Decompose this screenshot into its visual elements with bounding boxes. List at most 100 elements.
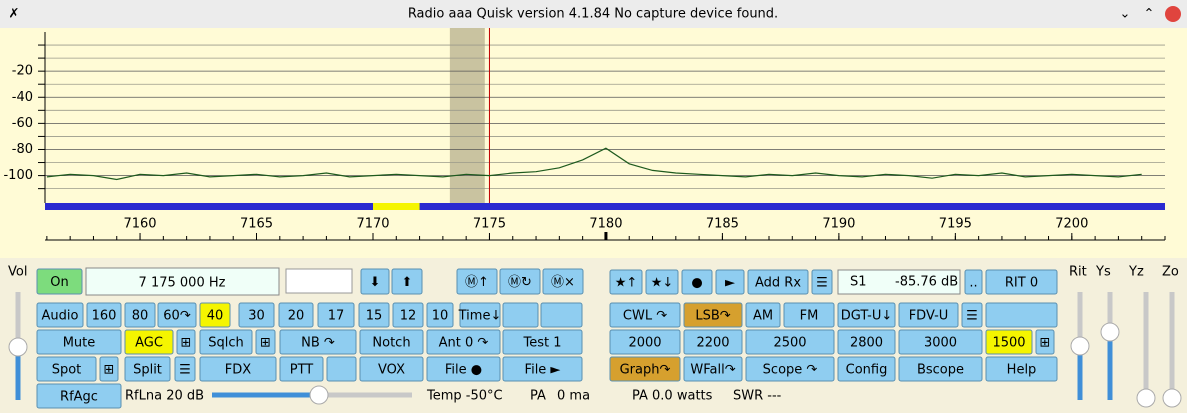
button[interactable] bbox=[176, 329, 196, 355]
button-label: Notch bbox=[372, 336, 410, 351]
button[interactable] bbox=[36, 302, 84, 328]
button[interactable] bbox=[174, 356, 196, 382]
button[interactable] bbox=[124, 329, 174, 355]
button[interactable] bbox=[199, 329, 253, 355]
button[interactable] bbox=[898, 302, 959, 328]
label: Yz bbox=[1128, 265, 1144, 280]
button[interactable] bbox=[124, 356, 171, 382]
button[interactable] bbox=[426, 356, 501, 382]
button[interactable] bbox=[326, 356, 357, 382]
button[interactable] bbox=[683, 329, 743, 355]
button[interactable] bbox=[961, 302, 983, 328]
entry-field[interactable] bbox=[285, 268, 353, 294]
button[interactable] bbox=[745, 302, 781, 328]
button[interactable] bbox=[359, 329, 424, 355]
button[interactable] bbox=[499, 268, 541, 295]
button[interactable] bbox=[358, 302, 390, 328]
button[interactable] bbox=[811, 269, 833, 295]
button[interactable] bbox=[540, 302, 583, 328]
button[interactable] bbox=[317, 302, 355, 328]
button[interactable] bbox=[199, 302, 231, 328]
button[interactable] bbox=[124, 302, 156, 328]
button-label: LSB↷ bbox=[695, 309, 731, 324]
button[interactable] bbox=[898, 329, 983, 355]
slider-knob[interactable] bbox=[309, 385, 329, 405]
button[interactable] bbox=[609, 356, 681, 382]
button[interactable] bbox=[837, 302, 896, 328]
button-label: Config bbox=[846, 363, 888, 378]
button[interactable] bbox=[199, 356, 277, 382]
slider-knob[interactable] bbox=[1162, 388, 1182, 408]
button[interactable] bbox=[426, 329, 501, 355]
button[interactable] bbox=[745, 329, 835, 355]
button-label: ⊞ bbox=[181, 336, 192, 351]
button[interactable] bbox=[238, 302, 275, 328]
button-label: Scope ↷ bbox=[763, 363, 819, 378]
close[interactable] bbox=[1165, 6, 1181, 22]
button[interactable] bbox=[747, 269, 809, 295]
button[interactable] bbox=[255, 329, 276, 355]
button[interactable] bbox=[391, 268, 423, 295]
y-tick-label: -60 bbox=[12, 116, 33, 131]
button[interactable] bbox=[609, 302, 681, 328]
button-label: 2500 bbox=[773, 336, 806, 351]
button[interactable] bbox=[745, 356, 835, 382]
button[interactable] bbox=[36, 356, 97, 382]
button[interactable] bbox=[609, 269, 643, 295]
button-label: ☰ bbox=[179, 363, 191, 378]
label: Rit bbox=[1069, 265, 1087, 280]
label: Vol bbox=[8, 265, 27, 280]
button[interactable] bbox=[279, 356, 324, 382]
slider-knob[interactable] bbox=[1100, 322, 1120, 342]
button[interactable] bbox=[359, 356, 424, 382]
button-label: Split bbox=[133, 363, 162, 378]
minimize[interactable]: ⌄ bbox=[1120, 7, 1131, 22]
button[interactable] bbox=[683, 356, 743, 382]
button-label: Bscope bbox=[917, 363, 964, 378]
button[interactable] bbox=[502, 356, 583, 382]
button[interactable] bbox=[783, 302, 835, 328]
button[interactable] bbox=[426, 302, 454, 328]
app-icon: ✗ bbox=[9, 7, 20, 22]
button[interactable] bbox=[609, 329, 681, 355]
button[interactable] bbox=[1035, 329, 1055, 355]
button[interactable] bbox=[502, 329, 583, 355]
button-label: AGC bbox=[135, 336, 163, 351]
button-label: File ► bbox=[525, 363, 561, 378]
button[interactable] bbox=[985, 302, 1058, 328]
button-label: File ● bbox=[445, 363, 482, 378]
slider-knob[interactable] bbox=[8, 337, 28, 357]
button[interactable] bbox=[837, 356, 896, 382]
button[interactable] bbox=[279, 329, 357, 355]
maximize[interactable]: ⌃ bbox=[1144, 7, 1155, 22]
slider-knob[interactable] bbox=[1070, 336, 1090, 356]
button[interactable] bbox=[157, 302, 197, 328]
button[interactable] bbox=[36, 268, 83, 295]
button[interactable] bbox=[86, 302, 122, 328]
button-label: NB ↷ bbox=[301, 336, 336, 351]
button[interactable] bbox=[645, 269, 679, 295]
button[interactable] bbox=[456, 268, 498, 295]
button[interactable] bbox=[837, 329, 896, 355]
button[interactable] bbox=[502, 302, 539, 328]
button[interactable] bbox=[459, 302, 501, 328]
button[interactable] bbox=[985, 356, 1058, 382]
x-tick-label: 7190 bbox=[822, 217, 855, 232]
button[interactable] bbox=[985, 329, 1033, 355]
button[interactable] bbox=[99, 356, 119, 382]
button[interactable] bbox=[360, 268, 390, 295]
button[interactable] bbox=[392, 302, 424, 328]
button[interactable] bbox=[898, 356, 983, 382]
button[interactable] bbox=[964, 269, 983, 295]
button-label: Mute bbox=[63, 336, 96, 351]
button[interactable] bbox=[542, 268, 584, 295]
button[interactable] bbox=[36, 383, 122, 409]
button[interactable] bbox=[36, 329, 122, 355]
button[interactable] bbox=[278, 302, 314, 328]
button[interactable] bbox=[985, 269, 1058, 295]
slider-knob[interactable] bbox=[1136, 388, 1156, 408]
button[interactable] bbox=[681, 269, 713, 295]
button[interactable] bbox=[715, 269, 745, 295]
button[interactable] bbox=[683, 302, 743, 328]
button-label: 2200 bbox=[696, 336, 729, 351]
